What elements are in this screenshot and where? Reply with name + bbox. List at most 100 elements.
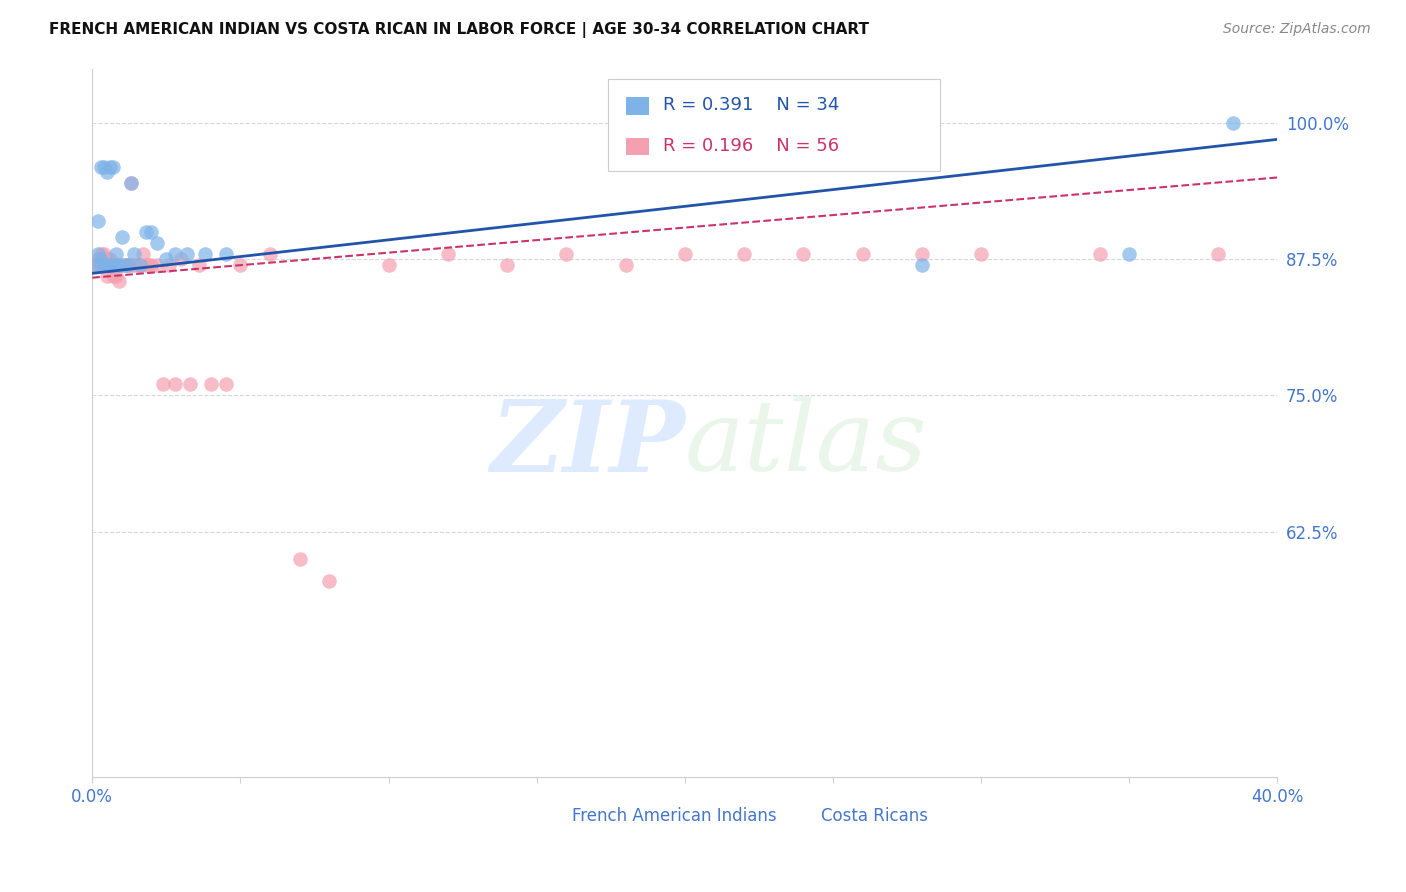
Point bbox=[96, 165, 118, 179]
Point bbox=[93, 258, 115, 272]
Point bbox=[200, 377, 222, 392]
Point bbox=[120, 176, 142, 190]
Point bbox=[108, 274, 131, 288]
Point bbox=[96, 258, 118, 272]
Point bbox=[970, 246, 993, 260]
Point bbox=[436, 246, 458, 260]
Point bbox=[155, 252, 177, 267]
Point bbox=[90, 160, 112, 174]
Text: R = 0.391    N = 34: R = 0.391 N = 34 bbox=[664, 96, 839, 114]
Point bbox=[98, 258, 121, 272]
Point bbox=[122, 258, 145, 272]
Point bbox=[134, 258, 156, 272]
FancyBboxPatch shape bbox=[626, 137, 650, 155]
Point bbox=[318, 574, 340, 588]
Point bbox=[120, 176, 142, 190]
Point bbox=[733, 246, 755, 260]
Point bbox=[1088, 246, 1111, 260]
Point bbox=[125, 258, 148, 272]
Point bbox=[90, 252, 112, 267]
Point bbox=[176, 246, 198, 260]
Point bbox=[146, 235, 169, 250]
Point bbox=[98, 252, 121, 267]
Point bbox=[128, 258, 150, 272]
Point bbox=[141, 258, 163, 272]
Point bbox=[911, 246, 934, 260]
Point bbox=[259, 246, 281, 260]
Point bbox=[131, 246, 153, 260]
Point bbox=[673, 246, 696, 260]
Point bbox=[108, 258, 131, 272]
FancyBboxPatch shape bbox=[626, 97, 650, 115]
Point bbox=[101, 268, 124, 283]
Point bbox=[214, 377, 236, 392]
Point bbox=[614, 258, 637, 272]
Point bbox=[152, 377, 174, 392]
Point bbox=[792, 246, 814, 260]
Point bbox=[104, 246, 127, 260]
Point bbox=[87, 252, 110, 267]
FancyBboxPatch shape bbox=[607, 79, 939, 171]
Text: Costa Ricans: Costa Ricans bbox=[821, 806, 928, 824]
Point bbox=[101, 258, 124, 272]
Text: R = 0.196    N = 56: R = 0.196 N = 56 bbox=[664, 136, 839, 154]
Point bbox=[87, 258, 110, 272]
Point bbox=[288, 551, 311, 566]
Text: Source: ZipAtlas.com: Source: ZipAtlas.com bbox=[1223, 22, 1371, 37]
Point bbox=[90, 258, 112, 272]
Point bbox=[98, 160, 121, 174]
Point bbox=[194, 246, 217, 260]
Point bbox=[117, 258, 139, 272]
Text: FRENCH AMERICAN INDIAN VS COSTA RICAN IN LABOR FORCE | AGE 30-34 CORRELATION CHA: FRENCH AMERICAN INDIAN VS COSTA RICAN IN… bbox=[49, 22, 869, 38]
Circle shape bbox=[534, 807, 562, 824]
Point bbox=[90, 246, 112, 260]
Circle shape bbox=[783, 807, 811, 824]
Point bbox=[1118, 246, 1140, 260]
Point bbox=[146, 258, 169, 272]
Point bbox=[98, 258, 121, 272]
Point bbox=[104, 268, 127, 283]
Point bbox=[90, 258, 112, 272]
Point bbox=[555, 246, 578, 260]
Point bbox=[90, 258, 112, 272]
Point bbox=[377, 258, 399, 272]
Point bbox=[114, 258, 136, 272]
Y-axis label: In Labor Force | Age 30-34: In Labor Force | Age 30-34 bbox=[0, 313, 8, 533]
Point bbox=[120, 258, 142, 272]
Point bbox=[114, 258, 136, 272]
Point bbox=[157, 258, 180, 272]
Point bbox=[96, 252, 118, 267]
Point bbox=[496, 258, 519, 272]
Point bbox=[117, 258, 139, 272]
Point bbox=[122, 246, 145, 260]
Point bbox=[214, 246, 236, 260]
Point bbox=[179, 377, 201, 392]
Point bbox=[93, 160, 115, 174]
Point bbox=[93, 246, 115, 260]
Point bbox=[96, 268, 118, 283]
Point bbox=[87, 246, 110, 260]
Point bbox=[104, 258, 127, 272]
Point bbox=[84, 258, 107, 272]
Point bbox=[101, 258, 124, 272]
Point bbox=[1222, 116, 1244, 130]
Point bbox=[101, 160, 124, 174]
Point bbox=[93, 258, 115, 272]
Point bbox=[165, 246, 187, 260]
Point bbox=[111, 258, 134, 272]
Point bbox=[134, 225, 156, 239]
Point bbox=[911, 258, 934, 272]
Point bbox=[128, 258, 150, 272]
Point bbox=[84, 258, 107, 272]
Point bbox=[229, 258, 252, 272]
Point bbox=[170, 252, 193, 267]
Text: ZIP: ZIP bbox=[489, 396, 685, 492]
Point bbox=[111, 230, 134, 244]
Point bbox=[104, 258, 127, 272]
Point bbox=[187, 258, 209, 272]
Point bbox=[165, 377, 187, 392]
Point bbox=[1206, 246, 1229, 260]
Point bbox=[138, 258, 160, 272]
Text: French American Indians: French American Indians bbox=[572, 806, 778, 824]
Text: atlas: atlas bbox=[685, 396, 928, 491]
